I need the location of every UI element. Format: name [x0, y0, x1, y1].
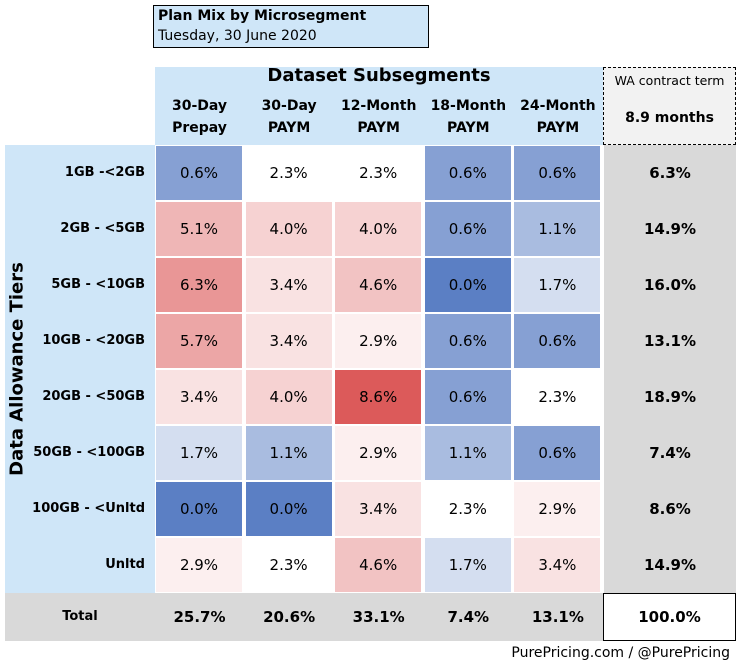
- heatmap-cell: 6.3%: [156, 258, 242, 312]
- heatmap-cell: 2.3%: [424, 482, 511, 536]
- credit-text: PurePricing.com / @PurePricing: [511, 645, 730, 661]
- row-total: 18.9%: [643, 388, 697, 406]
- total-label: Total: [62, 609, 98, 624]
- heatmap-cell: 5.7%: [156, 314, 242, 368]
- column-total: 25.7%: [173, 608, 226, 626]
- grand-total-value: 100.0%: [638, 608, 701, 626]
- column-header-line1: 30-Day: [171, 98, 228, 114]
- heatmap-cell: 0.6%: [514, 146, 601, 200]
- chart-title: Plan Mix by Microsegment: [158, 8, 367, 24]
- heatmap-cell: 2.9%: [335, 426, 422, 480]
- heatmap-cell: 0.0%: [424, 258, 511, 312]
- grand-total-box: 100.0%: [603, 593, 736, 641]
- column-header-line1: 24-Month: [520, 98, 596, 114]
- heatmap-cell: 0.6%: [424, 202, 511, 256]
- heatmap-cell: 3.4%: [156, 370, 242, 424]
- row-label: 10GB - <20GB: [42, 333, 145, 348]
- column-total: 33.1%: [352, 608, 405, 626]
- column-total: 20.6%: [263, 608, 316, 626]
- heatmap-cell: 2.3%: [245, 538, 332, 592]
- heatmap-cell: 0.6%: [514, 426, 601, 480]
- row-label: 2GB - <5GB: [60, 221, 145, 236]
- heatmap-cell: 0.6%: [424, 370, 511, 424]
- column-header-line2: Prepay: [172, 120, 227, 136]
- heatmap-cell: 4.0%: [245, 202, 332, 256]
- column-header-line1: 12-Month: [340, 98, 417, 114]
- column-header: 30-Day Prepay: [155, 95, 244, 139]
- column-header-line2: PAYM: [267, 120, 311, 136]
- heatmap-cell: 2.9%: [514, 482, 601, 536]
- column-header-line1: 30-Day: [261, 98, 317, 114]
- row-header-band: [5, 145, 155, 593]
- wa-contract-value: 8.9 months: [625, 110, 714, 126]
- row-total-band: [604, 145, 736, 593]
- heatmap-cell: 4.0%: [245, 370, 332, 424]
- wa-contract-label: WA contract term: [614, 73, 725, 88]
- row-label: 1GB -<2GB: [64, 165, 145, 180]
- column-header: 24-Month PAYM: [513, 95, 602, 139]
- row-label: 5GB - <10GB: [51, 277, 145, 292]
- column-header-line2: PAYM: [447, 120, 490, 136]
- heatmap-cell: 0.6%: [424, 314, 511, 368]
- heatmap-cell: 3.4%: [335, 482, 422, 536]
- chart-date: Tuesday, 30 June 2020: [158, 28, 317, 44]
- heatmap-cell: 1.7%: [514, 258, 601, 312]
- row-total: 14.9%: [643, 556, 697, 574]
- heatmap-cell: 0.6%: [514, 314, 601, 368]
- heatmap-cell: 3.4%: [245, 258, 332, 312]
- column-header-line1: 18-Month: [430, 98, 507, 114]
- row-label: 20GB - <50GB: [42, 389, 145, 404]
- heatmap-cell: 2.9%: [335, 314, 422, 368]
- heatmap-cell: 4.6%: [335, 538, 422, 592]
- heatmap-cell: 2.3%: [245, 146, 332, 200]
- heatmap-cell: 3.4%: [245, 314, 332, 368]
- column-total: 7.4%: [447, 608, 490, 626]
- column-header: 18-Month PAYM: [424, 95, 513, 139]
- heatmap-cell: 0.6%: [156, 146, 242, 200]
- title-box: Plan Mix by Microsegment Tuesday, 30 Jun…: [153, 5, 429, 48]
- heatmap-cell: 2.9%: [156, 538, 242, 592]
- total-row-band: [5, 593, 603, 641]
- column-header-line2: PAYM: [357, 120, 400, 136]
- row-total: 13.1%: [643, 332, 697, 350]
- column-header: 30-Day PAYM: [245, 95, 334, 139]
- row-label: Unltd: [105, 557, 145, 572]
- heatmap-cell: 1.1%: [245, 426, 332, 480]
- heatmap-cell: 0.0%: [245, 482, 332, 536]
- column-header-line2: PAYM: [536, 120, 580, 136]
- heatmap-cell: 2.3%: [514, 370, 601, 424]
- row-label: 50GB - <100GB: [33, 445, 145, 460]
- column-header: 12-Month PAYM: [334, 95, 423, 139]
- heatmap-cell: 1.1%: [424, 426, 511, 480]
- heatmap-cell: 2.3%: [335, 146, 422, 200]
- row-total: 14.9%: [643, 220, 697, 238]
- heatmap-cell: 0.6%: [424, 146, 511, 200]
- heatmap-cell: 4.6%: [335, 258, 422, 312]
- column-header-band: [155, 67, 603, 145]
- wa-contract-box: WA contract term 8.9 months: [603, 67, 736, 145]
- heatmap-cell: 3.4%: [514, 538, 601, 592]
- x-axis-title: Dataset Subsegments: [267, 65, 491, 86]
- row-total: 7.4%: [649, 444, 691, 462]
- heatmap-cell: 5.1%: [156, 202, 242, 256]
- row-total: 16.0%: [643, 276, 697, 294]
- row-label: 100GB - <Unltd: [32, 501, 145, 516]
- heatmap-cell: 8.6%: [335, 370, 422, 424]
- column-total: 13.1%: [531, 608, 584, 626]
- heatmap-cell: 1.7%: [424, 538, 511, 592]
- row-total: 6.3%: [649, 164, 691, 182]
- heatmap-cell: 1.7%: [156, 426, 242, 480]
- heatmap-cell: 1.1%: [514, 202, 601, 256]
- heatmap-cell: 0.0%: [156, 482, 242, 536]
- heatmap-cell: 4.0%: [335, 202, 422, 256]
- row-total: 8.6%: [649, 500, 691, 518]
